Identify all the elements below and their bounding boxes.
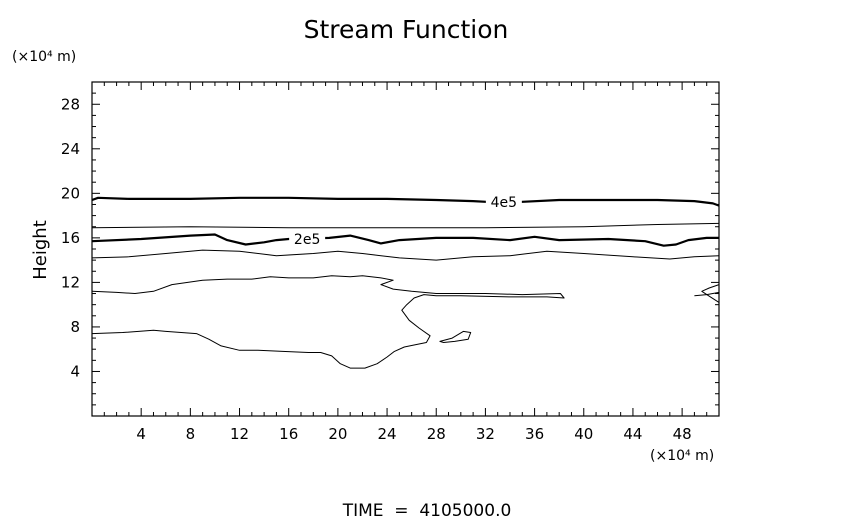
contour-line xyxy=(91,249,720,261)
x-tick-label: 20 xyxy=(328,425,347,443)
contour-line xyxy=(439,330,472,343)
y-tick-label: 24 xyxy=(61,140,80,158)
contour-labels: 4e5 2e5 xyxy=(289,193,522,248)
x-tick-label: 12 xyxy=(230,425,249,443)
contour-line xyxy=(91,222,720,229)
y-tick-label: 16 xyxy=(61,229,80,247)
footer-time: TIME = 4105000.0 xyxy=(342,501,512,519)
contour-label-background xyxy=(289,229,326,246)
y-tick-label: 28 xyxy=(61,95,80,113)
y-tick-label: 12 xyxy=(61,273,80,291)
labeled-contour-line xyxy=(91,233,719,247)
y-tick-label: 20 xyxy=(61,184,80,202)
y-tick-label: 8 xyxy=(70,318,80,336)
y-tick-label: 4 xyxy=(70,362,80,380)
chart-title: Stream Function xyxy=(304,15,509,44)
x-tick-label: 4 xyxy=(136,425,146,443)
labeled-contour-line xyxy=(91,196,720,207)
contour-label-background xyxy=(485,193,522,210)
x-tick-label: 40 xyxy=(574,425,593,443)
x-unit-label: (×10⁴ m) xyxy=(650,448,714,464)
x-tick-label: 48 xyxy=(673,425,692,443)
x-tick-label: 16 xyxy=(279,425,298,443)
x-tick-label: 36 xyxy=(525,425,544,443)
plot-frame xyxy=(91,81,720,417)
x-tick-label: 44 xyxy=(623,425,642,443)
x-tick-label: 8 xyxy=(186,425,196,443)
contour-line xyxy=(91,275,565,369)
x-tick-label: 24 xyxy=(378,425,397,443)
contour-lines xyxy=(91,196,720,369)
x-tick-label: 28 xyxy=(427,425,446,443)
contour-line xyxy=(701,284,720,303)
contour-label: 2e5 xyxy=(294,232,320,248)
y-axis-label: Height xyxy=(30,220,51,280)
y-unit-label: (×10⁴ m) xyxy=(12,49,76,65)
contour-label: 4e5 xyxy=(491,195,517,211)
x-tick-label: 32 xyxy=(476,425,495,443)
